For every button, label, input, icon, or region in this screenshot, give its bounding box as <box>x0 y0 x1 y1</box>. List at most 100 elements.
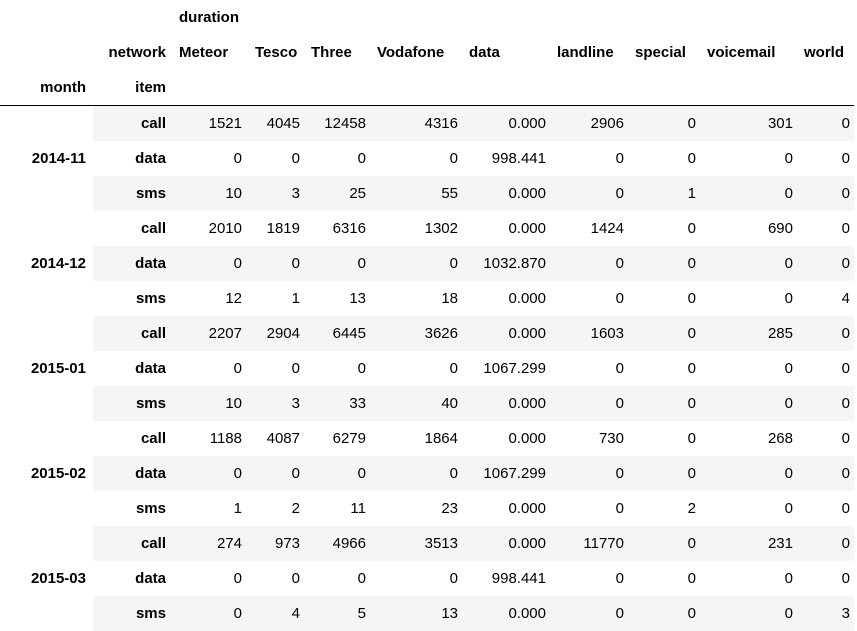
index-name-item: item <box>93 70 172 106</box>
value-cell: 1188 <box>172 421 248 456</box>
value-cell: 0 <box>700 351 797 386</box>
header-row-index-names: month item <box>0 70 854 106</box>
column-header-meteor: Meteor <box>172 35 248 70</box>
value-cell: 0 <box>628 211 700 246</box>
value-cell: 4316 <box>370 106 462 142</box>
column-header-data: data <box>462 35 550 70</box>
value-cell: 1864 <box>370 421 462 456</box>
value-cell: 0.000 <box>462 106 550 142</box>
item-index-cell: sms <box>93 281 172 316</box>
value-cell: 4087 <box>248 421 304 456</box>
value-cell: 0.000 <box>462 596 550 631</box>
value-cell: 1032.870 <box>462 246 550 281</box>
value-cell: 0 <box>700 246 797 281</box>
value-cell: 0 <box>628 141 700 176</box>
value-cell: 0 <box>550 141 628 176</box>
value-cell: 0.000 <box>462 491 550 526</box>
value-cell: 1302 <box>370 211 462 246</box>
value-cell: 1819 <box>248 211 304 246</box>
value-cell: 4 <box>797 281 854 316</box>
header-row-networks: network Meteor Tesco Three Vodafone data… <box>0 35 854 70</box>
value-cell: 3513 <box>370 526 462 561</box>
value-cell: 0 <box>172 351 248 386</box>
value-cell: 6445 <box>304 316 370 351</box>
value-cell: 0 <box>797 456 854 491</box>
item-index-cell: data <box>93 351 172 386</box>
value-cell: 0 <box>700 176 797 211</box>
column-header-vodafone: Vodafone <box>370 35 462 70</box>
value-cell: 33 <box>304 386 370 421</box>
value-cell: 55 <box>370 176 462 211</box>
value-cell: 1521 <box>172 106 248 142</box>
value-cell: 0 <box>550 246 628 281</box>
value-cell: 0 <box>248 561 304 596</box>
value-cell: 25 <box>304 176 370 211</box>
value-cell: 0.000 <box>462 176 550 211</box>
value-cell: 0 <box>304 351 370 386</box>
item-index-cell: data <box>93 456 172 491</box>
value-cell: 0.000 <box>462 316 550 351</box>
value-cell: 2 <box>628 491 700 526</box>
value-cell: 0 <box>797 351 854 386</box>
value-cell: 0.000 <box>462 386 550 421</box>
value-cell: 0 <box>628 246 700 281</box>
month-index-cell: 2014-12 <box>0 211 93 316</box>
value-cell: 0 <box>550 281 628 316</box>
value-cell: 0 <box>628 106 700 142</box>
value-cell: 0 <box>628 281 700 316</box>
value-cell: 0.000 <box>462 526 550 561</box>
value-cell: 0 <box>248 246 304 281</box>
value-cell: 0 <box>248 456 304 491</box>
value-cell: 4966 <box>304 526 370 561</box>
column-header-world: world <box>797 35 854 70</box>
value-cell: 1 <box>172 491 248 526</box>
item-index-cell: sms <box>93 491 172 526</box>
value-cell: 12458 <box>304 106 370 142</box>
value-cell: 13 <box>304 281 370 316</box>
value-cell: 13 <box>370 596 462 631</box>
value-cell: 998.441 <box>462 561 550 596</box>
value-cell: 268 <box>700 421 797 456</box>
index-name-month: month <box>0 70 93 106</box>
value-cell: 973 <box>248 526 304 561</box>
value-cell: 0 <box>628 386 700 421</box>
value-cell: 0 <box>797 316 854 351</box>
columns-name-label: network <box>93 35 172 70</box>
item-index-cell: call <box>93 421 172 456</box>
value-cell: 0 <box>700 386 797 421</box>
value-cell: 231 <box>700 526 797 561</box>
value-cell: 0 <box>628 526 700 561</box>
value-cell: 0 <box>370 456 462 491</box>
value-cell: 0 <box>370 351 462 386</box>
value-cell: 3 <box>248 176 304 211</box>
value-cell: 0 <box>628 351 700 386</box>
value-cell: 0 <box>700 456 797 491</box>
value-cell: 0 <box>797 526 854 561</box>
value-cell: 0 <box>797 246 854 281</box>
value-cell: 0 <box>797 106 854 142</box>
value-cell: 0 <box>172 141 248 176</box>
item-index-cell: call <box>93 526 172 561</box>
value-cell: 6316 <box>304 211 370 246</box>
column-header-voicemail: voicemail <box>700 35 797 70</box>
item-index-cell: call <box>93 106 172 142</box>
item-index-cell: data <box>93 141 172 176</box>
value-cell: 0 <box>550 456 628 491</box>
column-header-three: Three <box>304 35 370 70</box>
value-cell: 10 <box>172 386 248 421</box>
value-cell: 0 <box>797 386 854 421</box>
value-cell: 0 <box>700 561 797 596</box>
value-cell: 0 <box>628 596 700 631</box>
value-cell: 0 <box>550 386 628 421</box>
value-cell: 0 <box>550 561 628 596</box>
value-cell: 0 <box>797 176 854 211</box>
value-cell: 274 <box>172 526 248 561</box>
